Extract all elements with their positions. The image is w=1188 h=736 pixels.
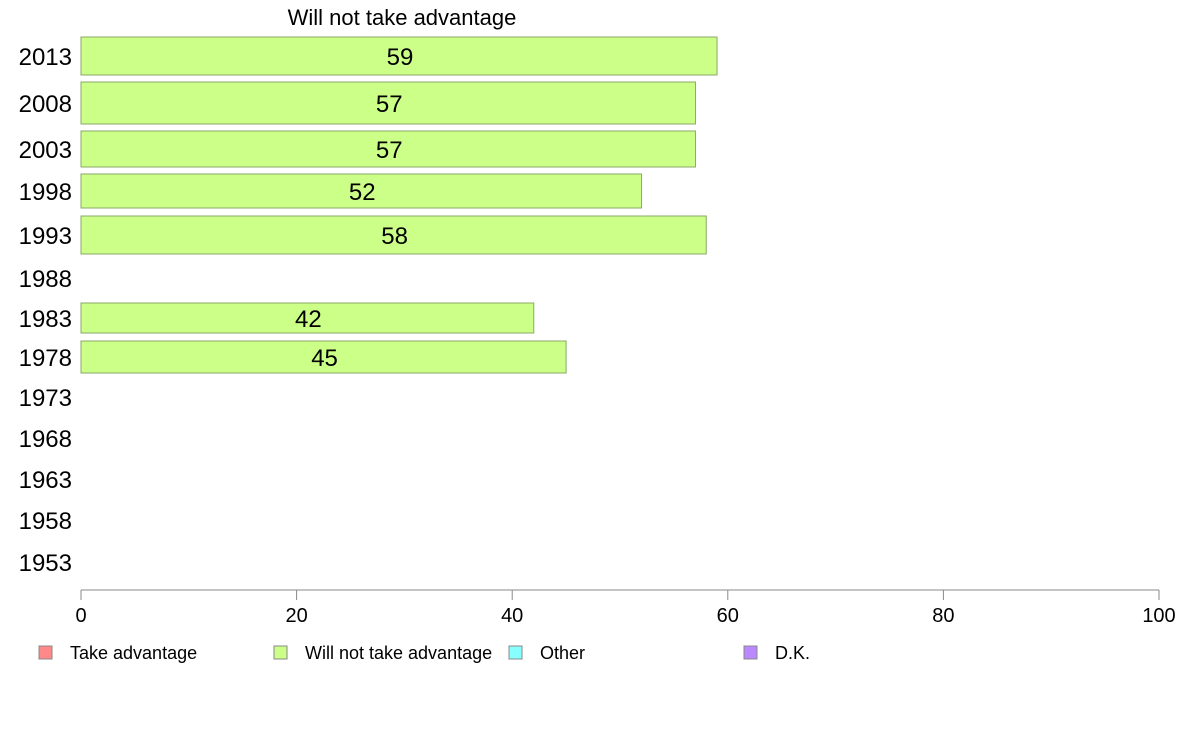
bar-value-label-2013: 59 bbox=[387, 44, 414, 71]
legend-swatch-d-k bbox=[743, 645, 758, 660]
year-label-2013: 2013 bbox=[19, 44, 72, 71]
year-label-1968: 1968 bbox=[19, 426, 72, 453]
bar-value-label-2008: 57 bbox=[376, 91, 403, 118]
year-label-1993: 1993 bbox=[19, 223, 72, 250]
x-tick-label-0: 0 bbox=[75, 605, 86, 627]
bar-1998 bbox=[80, 173, 643, 209]
year-label-1988: 1988 bbox=[19, 266, 72, 293]
legend-swatch-will-not-take-advantage bbox=[273, 645, 288, 660]
bar-value-label-1998: 52 bbox=[349, 179, 376, 206]
legend: Take advantage Will not take advantage Oth… bbox=[38, 643, 810, 663]
chart-title: Will not take advantage bbox=[288, 5, 517, 30]
legend-label-take-advantage: Take advantage bbox=[70, 643, 197, 663]
year-label-1973: 1973 bbox=[19, 385, 72, 412]
year-label-1958: 1958 bbox=[19, 508, 72, 535]
x-tick-label-100: 100 bbox=[1142, 605, 1175, 627]
legend-label-d-k: D.K. bbox=[775, 643, 810, 663]
bar-value-label-1993: 58 bbox=[381, 223, 408, 250]
legend-swatch-other bbox=[508, 645, 523, 660]
x-axis: 0 20 40 60 80 100 bbox=[75, 589, 1176, 627]
x-tick-label-40: 40 bbox=[501, 605, 523, 627]
bar-1978 bbox=[80, 340, 567, 374]
bar-value-label-2003: 57 bbox=[376, 137, 403, 164]
year-label-2003: 2003 bbox=[19, 137, 72, 164]
legend-label-will-not-take-advantage: Will not take advantage bbox=[305, 643, 492, 663]
year-label-1953: 1953 bbox=[19, 550, 72, 577]
year-label-1978: 1978 bbox=[19, 345, 72, 372]
year-labels: 2013 2008 2003 1998 1993 1988 1983 1978 1973 1968… bbox=[19, 44, 72, 577]
bar-1993 bbox=[80, 215, 707, 255]
year-label-1998: 1998 bbox=[19, 179, 72, 206]
legend-label-other: Other bbox=[540, 643, 585, 663]
year-label-1983: 1983 bbox=[19, 306, 72, 333]
year-label-2008: 2008 bbox=[19, 91, 72, 118]
x-tick-label-60: 60 bbox=[717, 605, 739, 627]
bar-1983 bbox=[80, 302, 535, 334]
bar-value-label-1978: 45 bbox=[311, 345, 338, 372]
bar-2008 bbox=[80, 81, 696, 125]
bar-2003 bbox=[80, 130, 696, 168]
x-tick-label-20: 20 bbox=[285, 605, 307, 627]
legend-swatch-take-advantage bbox=[38, 645, 53, 660]
x-tick-label-80: 80 bbox=[932, 605, 954, 627]
year-label-1963: 1963 bbox=[19, 467, 72, 494]
bar-2013 bbox=[80, 36, 718, 76]
bar-value-label-1983: 42 bbox=[295, 306, 322, 333]
